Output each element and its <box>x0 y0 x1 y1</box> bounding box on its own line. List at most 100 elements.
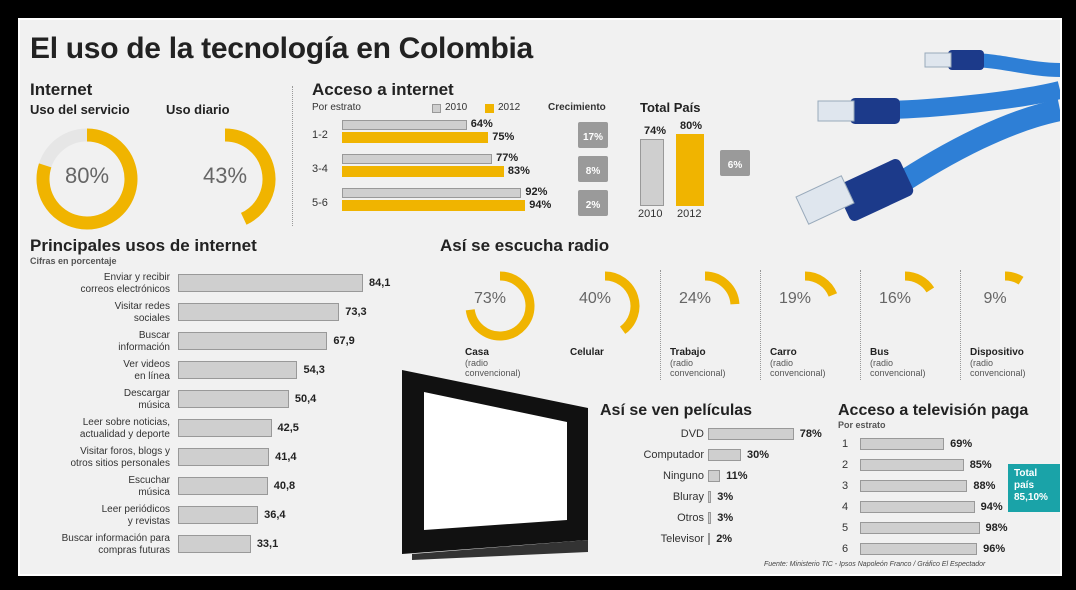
radio-name: Carro <box>770 347 797 358</box>
total-bar-2010 <box>640 139 664 206</box>
radio-arc-chart <box>904 271 935 293</box>
peliculas-bar <box>708 470 721 482</box>
radio-arc-chart <box>1004 271 1024 285</box>
tv-total-box: Total país 85,10% <box>1008 464 1060 512</box>
connector <box>836 159 914 221</box>
bar-2010-value: 64% <box>470 118 493 130</box>
legend-2010-swatch <box>432 104 441 113</box>
ethernet-cables-image <box>795 50 1060 225</box>
radio-sub1: (radio <box>770 358 794 368</box>
tv-label: 1 <box>842 438 849 450</box>
peliculas-value: 30% <box>747 449 770 461</box>
bar-2010-value: 77% <box>496 152 519 164</box>
usos-label-line1: Escuchar <box>128 475 170 486</box>
uso-servicio-donut <box>36 128 138 230</box>
divider <box>292 86 293 226</box>
uso-diario-arc <box>224 128 276 225</box>
radio-sub1: (radio <box>870 358 894 368</box>
plug <box>924 52 952 68</box>
usos-label: Buscar información <box>20 330 170 354</box>
tv-label: 2 <box>842 459 849 471</box>
bar-2012 <box>342 132 489 143</box>
bar-2010 <box>342 188 522 198</box>
page-title: El uso de la tecnología en Colombia <box>30 32 533 65</box>
radio-name: Casa <box>465 347 489 358</box>
radio-sub2: convencional) <box>670 368 726 378</box>
peliculas-chart: DVD 78% Computador 30% Ninguno 11% Bluray 3% Otr… <box>580 425 822 565</box>
peliculas-bar <box>708 512 712 524</box>
usos-bar <box>178 506 259 524</box>
tv-bar <box>860 543 978 555</box>
peliculas-label: Bluray <box>672 491 704 503</box>
total-2010-value: 74% <box>643 125 667 138</box>
growth-badge: 17% <box>578 122 608 148</box>
peliculas-value: 78% <box>799 428 822 440</box>
usos-bar <box>178 390 289 408</box>
usos-label-line1: Enviar y recibir <box>103 272 170 283</box>
radio-value: 40% <box>578 290 612 307</box>
acceso-by-label: Por estrato <box>312 102 361 113</box>
internet-heading: Internet <box>30 80 93 99</box>
tv-value: 69% <box>950 438 973 450</box>
usos-label: Escuchar música <box>20 475 170 499</box>
usos-value: 50,4 <box>294 393 317 405</box>
tv-bar <box>860 501 975 513</box>
radio-arc <box>904 271 935 293</box>
usos-label-line2: correos electrónicos <box>80 284 170 295</box>
cable <box>883 99 1060 200</box>
radio-arc <box>604 271 640 334</box>
usos-label-line1: Buscar <box>138 330 170 341</box>
total-bar-2012 <box>676 134 704 206</box>
usos-value: 84,1 <box>369 277 391 289</box>
usos-bar <box>178 332 328 350</box>
usos-bar <box>178 448 270 466</box>
usos-heading: Principales usos de internet <box>30 236 257 255</box>
tv-total-value: 85,10% <box>1014 492 1048 503</box>
usos-label: Enviar y recibir correos electrónicos <box>20 272 170 296</box>
radio-value: 9% <box>983 290 1007 307</box>
bar-2012 <box>342 166 504 177</box>
plug <box>795 175 855 225</box>
peliculas-value: 3% <box>717 491 734 503</box>
radio-arc <box>1004 271 1024 285</box>
usos-value: 67,9 <box>333 335 355 347</box>
acceso-row-label: 3-4 <box>312 163 328 175</box>
radio-value: 19% <box>778 290 812 307</box>
usos-sub: Cifras en porcentaje <box>30 256 117 266</box>
tv-chart: 1 69% 2 85% 3 88% 4 94% 5 98% 6 96% <box>838 432 1018 566</box>
usos-label-line2: música <box>138 487 170 498</box>
radio-arc-chart <box>604 271 640 334</box>
television-image <box>402 370 588 560</box>
tv-value: 98% <box>985 522 1008 534</box>
usos-bar <box>178 361 298 379</box>
radio-name: Celular <box>570 347 604 358</box>
radio-value: 24% <box>678 290 712 307</box>
peliculas-value: 11% <box>726 470 748 482</box>
total-2012-value: 80% <box>679 120 703 132</box>
legend-2012-label: 2012 <box>498 102 521 113</box>
usos-bar <box>178 477 268 495</box>
tv-total-line1: Total <box>1014 468 1038 479</box>
connector <box>948 50 984 70</box>
usos-label: Buscar información para compras futuras <box>20 533 170 557</box>
radio-arc-chart <box>804 271 838 297</box>
usos-label-line1: Visitar foros, blogs y <box>80 446 170 457</box>
peliculas-heading: Así se ven películas <box>600 402 753 419</box>
tv-label: 3 <box>842 480 849 492</box>
radio-arc-chart <box>704 271 740 305</box>
peliculas-bar <box>708 428 794 440</box>
radio-sub2: convencional) <box>770 368 826 378</box>
radio-sub2: convencional) <box>465 368 521 378</box>
radio-arc-chart <box>465 271 535 341</box>
usos-label-line1: Visitar redes <box>114 301 170 312</box>
connector <box>850 98 900 124</box>
total-x-2010: 2010 <box>638 208 663 220</box>
tv-bar <box>860 480 968 492</box>
peliculas-bar <box>708 449 741 461</box>
radio-name: Dispositivo <box>970 347 1024 358</box>
radio-heading: Así se escucha radio <box>440 236 610 255</box>
bar-2010-value: 92% <box>525 186 548 198</box>
bar-2010 <box>342 120 467 130</box>
peliculas-label: DVD <box>680 428 704 440</box>
usos-value: 54,3 <box>303 364 325 376</box>
